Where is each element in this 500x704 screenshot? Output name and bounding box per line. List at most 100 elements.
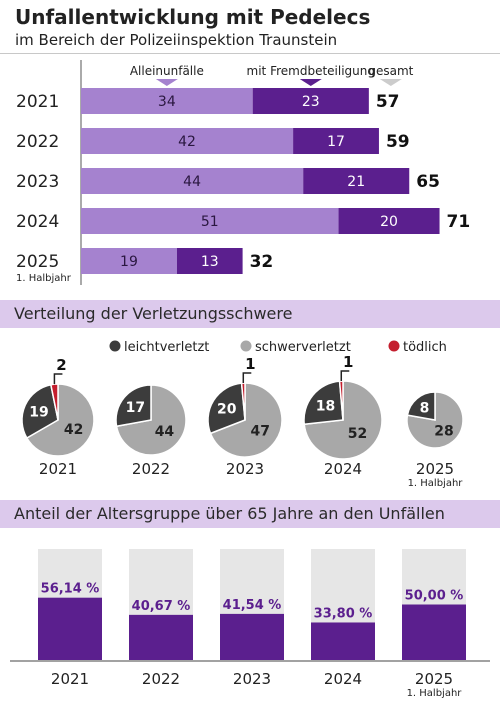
pie-year-label: 2021: [39, 460, 77, 478]
legend-leichtverletzt-dot: [109, 340, 121, 352]
pie-label-leichtverletzt: 18: [316, 399, 335, 415]
legend-alleinunfaelle: Alleinunfälle: [130, 64, 204, 78]
bar-alleinunfaelle: [81, 128, 294, 154]
bar-label-alleinunfaelle: 44: [183, 174, 201, 190]
bar-total-label: 71: [447, 212, 471, 232]
pie-slice-schwerverletzt: [406, 391, 464, 449]
pie-label-leichtverletzt: 20: [217, 402, 237, 418]
legend-gesamt: gesamt: [368, 64, 413, 78]
bar-label-alleinunfaelle: 42: [178, 134, 196, 150]
pie-label-leichtverletzt: 8: [420, 401, 430, 417]
bar-total-label: 65: [416, 172, 440, 192]
pie-slice-leichtverletzt: [21, 383, 59, 440]
age-year-label: 2023: [233, 670, 271, 688]
pie-year-label: 2022: [132, 460, 170, 478]
pie-label-schwerverletzt: 42: [64, 422, 83, 438]
bar-label-fremdbeteiligung: 23: [302, 94, 320, 110]
pie-label-schwerverletzt: 52: [348, 426, 367, 442]
pie-slice-leichtverletzt: [406, 391, 436, 421]
age-year-label: 2022: [142, 670, 180, 688]
pie-slice-leichtverletzt: [207, 382, 246, 435]
age-value-label: 41,54 %: [223, 598, 282, 613]
bar-label-alleinunfaelle: 19: [120, 254, 138, 270]
bar-fremdbeteiligung: [176, 248, 243, 274]
year-label: 2023: [16, 172, 59, 192]
age-bar: [311, 622, 375, 660]
pie-slice-toedlich: [338, 380, 344, 421]
legend-toedlich-dot: [388, 340, 400, 352]
bar-total-label: 32: [250, 252, 274, 272]
age-bar: [129, 614, 193, 660]
bar-label-alleinunfaelle: 34: [158, 94, 176, 110]
pie-label-toedlich: 1: [245, 355, 255, 373]
pie-year-label: 2025: [416, 460, 454, 478]
section-band-injuries: Verteilung der Verletzungsschwere: [0, 300, 500, 328]
pie-label-toedlich: 1: [343, 353, 353, 371]
pie-label-schwerverletzt: 28: [434, 424, 453, 440]
age-value-label: 33,80 %: [314, 606, 373, 621]
age-section-title: Anteil der Altersgruppe über 65 Jahre an…: [14, 504, 445, 523]
legend-schwerverletzt: schwerverletzt: [255, 340, 351, 355]
pie-slice-leichtverletzt: [303, 380, 344, 426]
bar-label-alleinunfaelle: 51: [201, 214, 219, 230]
bar-fremdbeteiligung: [293, 128, 379, 154]
pie-year-label: 2024: [324, 460, 362, 478]
pie-year-label: 2023: [226, 460, 264, 478]
pie-label-toedlich: 2: [56, 356, 66, 374]
bar-label-fremdbeteiligung: 20: [380, 214, 398, 230]
year-sublabel: 1. Halbjahr: [16, 273, 72, 284]
bar-alleinunfaelle: [81, 168, 304, 194]
bar-fremdbeteiligung: [338, 208, 440, 234]
pie-slice-leichtverletzt: [115, 384, 152, 428]
pie-label-leichtverletzt: 19: [29, 404, 48, 420]
year-label: 2022: [16, 132, 59, 152]
pie-slice-schwerverletzt: [25, 383, 95, 457]
pie-label-leichtverletzt: 17: [126, 400, 145, 416]
age-value-label: 56,14 %: [41, 582, 100, 597]
pie-callout-line: [340, 370, 350, 382]
bar-alleinunfaelle: [81, 88, 253, 114]
legend-alleinunfaelle-marker: [155, 79, 178, 86]
legend-toedlich: tödlich: [403, 340, 447, 355]
age-year-sublabel: 1. Halbjahr: [407, 688, 463, 699]
age-year-label: 2024: [324, 670, 362, 688]
pie-callout-line: [53, 373, 63, 385]
page-subtitle: im Bereich der Polizeiinspektion Traunst…: [15, 31, 338, 49]
age-year-label: 2025: [415, 670, 453, 688]
legend-gesamt-marker: [379, 79, 402, 86]
pie-slice-toedlich: [49, 383, 59, 421]
pie-slice-toedlich: [240, 382, 246, 421]
pie-label-schwerverletzt: 47: [251, 423, 270, 439]
age-year-label: 2021: [51, 670, 89, 688]
legend-schwerverletzt-dot: [240, 340, 252, 352]
age-value-label: 50,00 %: [405, 589, 464, 604]
year-label: 2021: [16, 92, 59, 112]
year-label: 2024: [16, 212, 59, 232]
pie-section-title: Verteilung der Verletzungsschwere: [14, 304, 293, 323]
age-bar: [402, 604, 466, 660]
pie-year-sublabel: 1. Halbjahr: [408, 478, 464, 489]
pie-label-schwerverletzt: 44: [155, 424, 175, 440]
bar-total-label: 57: [376, 92, 400, 112]
age-value-label: 40,67 %: [132, 599, 191, 614]
age-bar: [38, 597, 102, 660]
section-band-age: Anteil der Altersgruppe über 65 Jahre an…: [0, 500, 500, 528]
age-bar: [220, 613, 284, 660]
legend-leichtverletzt: leichtverletzt: [124, 340, 209, 355]
pie-callout-line: [242, 372, 252, 384]
bar-alleinunfaelle: [81, 208, 339, 234]
page-title: Unfallentwicklung mit Pedelecs: [15, 5, 371, 29]
pie-slice-schwerverletzt: [209, 382, 283, 458]
bar-label-fremdbeteiligung: 13: [201, 254, 219, 270]
bar-label-fremdbeteiligung: 21: [347, 174, 365, 190]
year-label: 2025: [16, 252, 59, 272]
bar-alleinunfaelle: [81, 248, 177, 274]
bar-fremdbeteiligung: [252, 88, 369, 114]
bar-label-fremdbeteiligung: 17: [327, 134, 345, 150]
divider: [0, 53, 500, 54]
bar-total-label: 59: [386, 132, 410, 152]
bar-fremdbeteiligung: [303, 168, 410, 194]
legend-fremdbeteiligung-marker: [299, 79, 322, 86]
